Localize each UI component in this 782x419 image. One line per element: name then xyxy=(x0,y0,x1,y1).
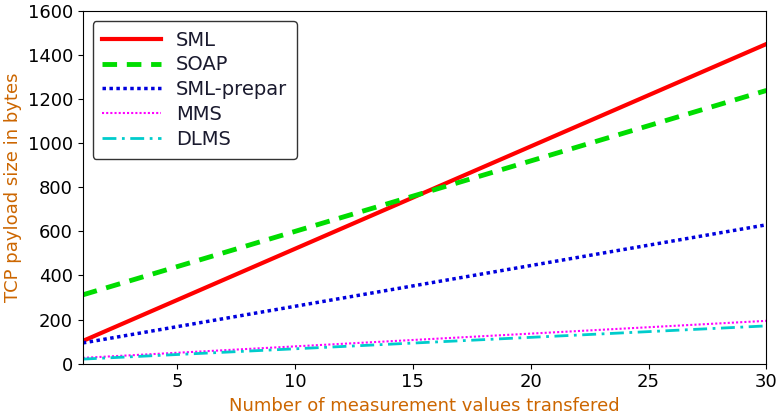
MMS xyxy=(745,319,755,324)
SML-prepar xyxy=(403,285,412,290)
SML xyxy=(403,197,412,202)
SML xyxy=(745,49,755,54)
MMS xyxy=(485,333,494,338)
SOAP xyxy=(78,292,88,297)
Line: SOAP: SOAP xyxy=(83,91,766,295)
DLMS xyxy=(638,329,647,334)
Line: MMS: MMS xyxy=(83,321,766,358)
SML-prepar xyxy=(78,341,88,346)
DLMS xyxy=(745,324,755,329)
Line: SML: SML xyxy=(83,44,766,341)
SML-prepar xyxy=(448,277,457,282)
X-axis label: Number of measurement values transfered: Number of measurement values transfered xyxy=(229,397,620,415)
SOAP xyxy=(485,171,494,176)
DLMS xyxy=(448,339,457,344)
SML-prepar xyxy=(762,222,771,228)
SML xyxy=(407,196,416,201)
SML-prepar xyxy=(485,270,494,275)
Legend: SML, SOAP, SML-prepar, MMS, DLMS: SML, SOAP, SML-prepar, MMS, DLMS xyxy=(92,21,297,159)
SOAP xyxy=(403,195,412,200)
SML-prepar xyxy=(638,243,647,248)
SML-prepar xyxy=(407,284,416,289)
SOAP xyxy=(407,194,416,199)
DLMS xyxy=(403,341,412,346)
MMS xyxy=(762,318,771,323)
DLMS xyxy=(78,357,88,362)
SOAP xyxy=(448,182,457,187)
MMS xyxy=(448,335,457,340)
DLMS xyxy=(407,341,416,346)
SML xyxy=(762,41,771,47)
SML xyxy=(448,178,457,183)
SOAP xyxy=(762,88,771,93)
SML xyxy=(485,162,494,167)
Line: DLMS: DLMS xyxy=(83,326,766,359)
DLMS xyxy=(485,337,494,342)
DLMS xyxy=(762,323,771,328)
SML-prepar xyxy=(745,225,755,230)
SML xyxy=(78,339,88,344)
MMS xyxy=(403,338,412,343)
SOAP xyxy=(638,125,647,130)
SOAP xyxy=(745,93,755,98)
Line: SML-prepar: SML-prepar xyxy=(83,225,766,343)
MMS xyxy=(78,355,88,360)
SML xyxy=(638,95,647,100)
Y-axis label: TCP payload size in bytes: TCP payload size in bytes xyxy=(4,72,22,302)
MMS xyxy=(638,325,647,330)
MMS xyxy=(407,338,416,343)
